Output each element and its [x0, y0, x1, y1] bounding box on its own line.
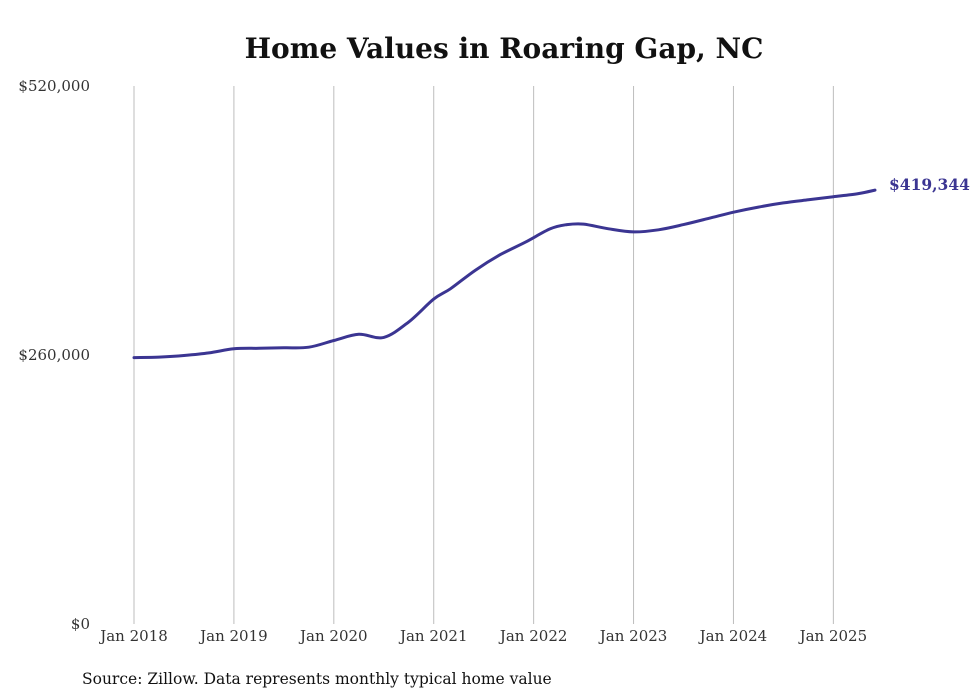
x-tick-label: Jan 2020: [298, 627, 368, 645]
end-value-label: $419,344: [889, 175, 970, 194]
x-tick-label: Jan 2019: [198, 627, 268, 645]
chart-title: Home Values in Roaring Gap, NC: [245, 32, 764, 65]
x-tick-label: Jan 2021: [398, 627, 468, 645]
source-note: Source: Zillow. Data represents monthly …: [82, 670, 552, 688]
x-tick-label: Jan 2023: [598, 627, 668, 645]
x-tick-label: Jan 2018: [98, 627, 168, 645]
y-tick-label: $520,000: [18, 77, 90, 95]
grid-lines: [133, 86, 834, 624]
y-tick-label: $260,000: [18, 346, 90, 364]
x-tick-label: Jan 2025: [798, 627, 868, 645]
y-tick-label: $0: [71, 615, 90, 633]
x-tick-label: Jan 2024: [698, 627, 768, 645]
x-tick-label: Jan 2022: [498, 627, 568, 645]
series-line: [132, 188, 877, 360]
x-axis: Jan 2018 Jan 2019 Jan 2020 Jan 2021 Jan 2022…: [98, 627, 867, 645]
y-axis: $0 $260,000 $520,000: [18, 77, 90, 633]
